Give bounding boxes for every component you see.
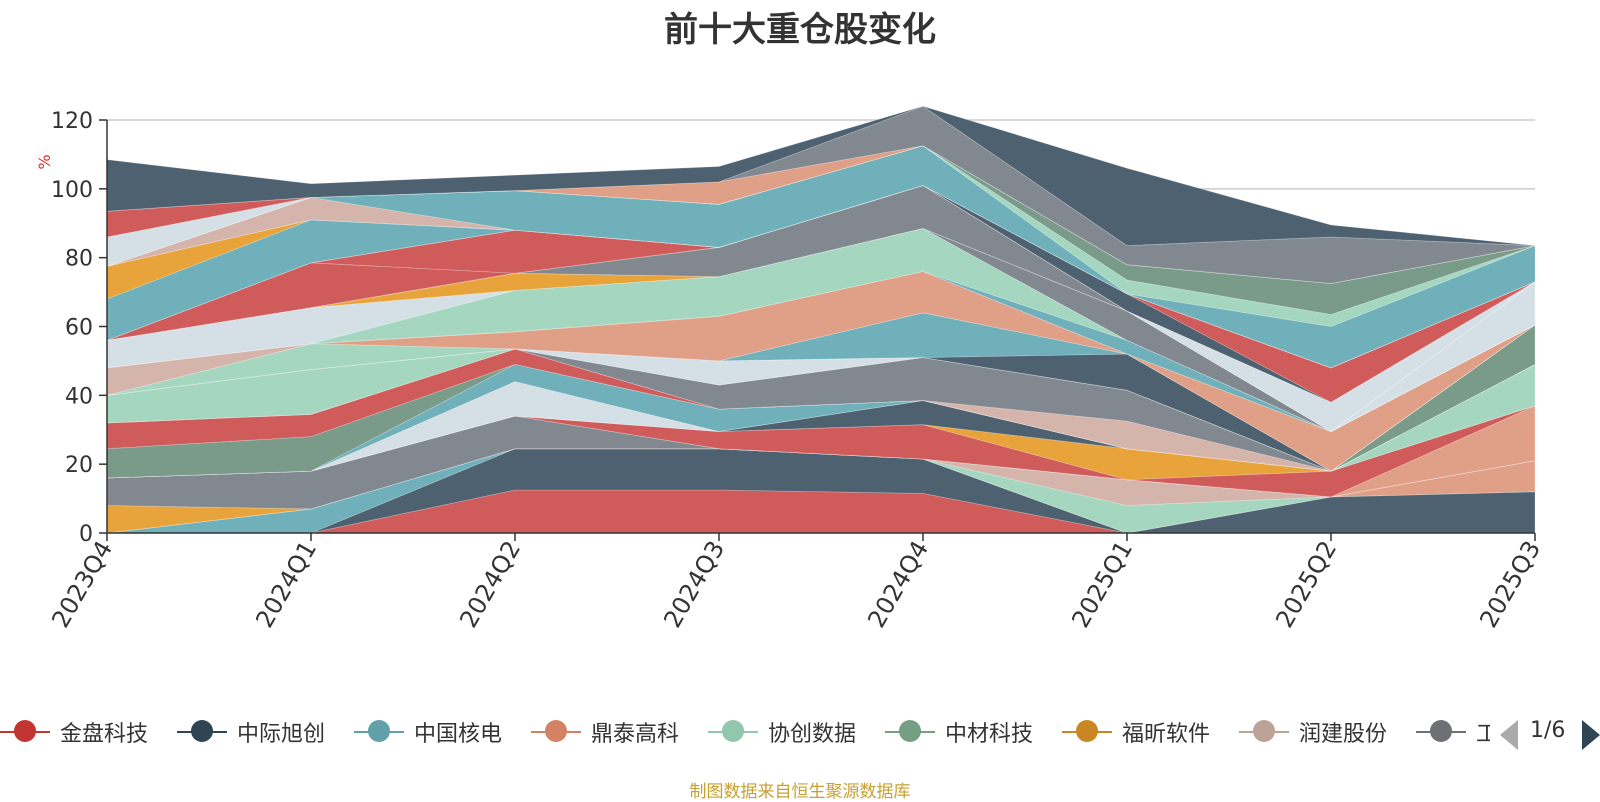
area-layer-50 — [106, 105, 1536, 247]
legend-marker-icon — [722, 720, 744, 742]
legend: 金盘科技 中际旭创 中国核电 鼎泰高科 协创数据 中材科技 福昕软件 润建股份工 — [0, 712, 1600, 752]
area-layer-19 — [106, 324, 1536, 472]
legend-prev-page-icon[interactable] — [1500, 720, 1518, 750]
legend-label: 金盘科技 — [60, 722, 149, 747]
y-tick-label: 20 — [65, 453, 93, 478]
x-tick-label: 2024Q3 — [658, 536, 730, 632]
legend-label: 协创数据 — [768, 722, 857, 747]
legend-next-page-icon[interactable] — [1582, 720, 1600, 750]
legend-label: 福昕软件 — [1122, 722, 1211, 747]
area-layers — [106, 105, 1536, 534]
legend-label: 鼎泰高科 — [591, 722, 680, 747]
x-tick-label: 2024Q2 — [454, 536, 526, 632]
legend-label: 中国核电 — [414, 722, 503, 747]
y-tick-label: 0 — [79, 522, 93, 547]
x-tick-label: 2024Q4 — [862, 536, 934, 632]
legend-page-indicator: 1/6 — [1530, 718, 1566, 743]
y-tick-label: 120 — [51, 109, 93, 134]
legend-label: 中材科技 — [945, 722, 1034, 747]
y-tick-label: 40 — [65, 384, 93, 409]
legend-label: 润建股份 — [1299, 722, 1388, 747]
legend-marker-icon — [899, 720, 921, 742]
y-tick-label: 100 — [51, 178, 93, 203]
x-tick-label: 2025Q2 — [1270, 536, 1342, 632]
legend-marker-icon — [1076, 720, 1098, 742]
legend-marker-icon — [1253, 720, 1275, 742]
x-tick-label: 2023Q4 — [46, 536, 118, 632]
x-tick-label: 2025Q3 — [1474, 536, 1546, 632]
stacked-area-chart: 0 20 40 60 80 100 120 2023Q4 2024Q1 2024Q2 2024Q3 2… — [35, 105, 1546, 632]
source-note: 制图数据来自恒生聚源数据库 — [689, 782, 911, 802]
legend-marker-icon — [191, 720, 213, 742]
y-tick-label: 60 — [65, 316, 93, 341]
chart-title: 前十大重仓股变化 — [664, 10, 936, 50]
y-axis-label: % — [35, 154, 54, 169]
legend-marker-icon — [545, 720, 567, 742]
area-layer-20 — [106, 324, 1536, 472]
legend-marker-icon — [368, 720, 390, 742]
legend-marker-icon — [1430, 720, 1452, 742]
x-tick-label: 2025Q1 — [1066, 536, 1138, 632]
x-tick-label: 2024Q1 — [250, 536, 322, 632]
y-tick-label: 80 — [65, 247, 93, 272]
legend-label: 中际旭创 — [237, 722, 326, 747]
legend-marker-icon — [14, 720, 36, 742]
